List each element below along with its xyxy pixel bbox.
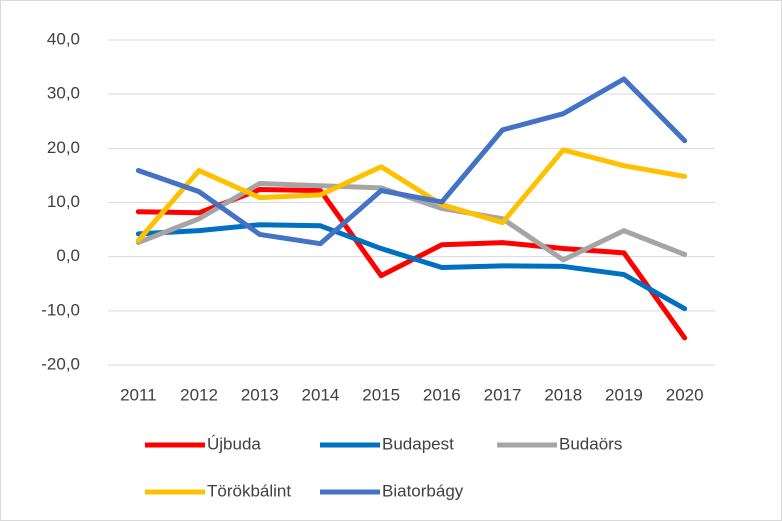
y-tick-label: 10,0 (47, 192, 80, 211)
legend-label: Biatorbágy (382, 481, 464, 500)
y-tick-label: 40,0 (47, 29, 80, 48)
x-tick-label: 2012 (180, 385, 218, 404)
y-tick-label: 0,0 (56, 246, 80, 265)
x-tick-label: 2014 (302, 385, 340, 404)
legend-label: Újbuda (207, 434, 261, 453)
x-tick-label: 2013 (241, 385, 279, 404)
y-tick-label: 30,0 (47, 84, 80, 103)
legend-label: Budaörs (559, 434, 622, 453)
x-tick-label: 2019 (605, 385, 643, 404)
y-tick-label: -20,0 (41, 354, 80, 373)
y-tick-label: -10,0 (41, 300, 80, 319)
line (135, 222, 688, 312)
x-tick-label: 2017 (484, 385, 522, 404)
line (135, 76, 688, 247)
x-tick-label: 2018 (544, 385, 582, 404)
x-tick-label: 2020 (666, 385, 704, 404)
line (135, 147, 688, 243)
x-tick-label: 2011 (120, 385, 157, 404)
legend-label: Budapest (382, 434, 454, 453)
legend-label: Törökbálint (207, 481, 291, 500)
y-tick-label: 20,0 (47, 138, 80, 157)
x-tick-label: 2016 (423, 385, 461, 404)
x-tick-label: 2015 (362, 385, 400, 404)
